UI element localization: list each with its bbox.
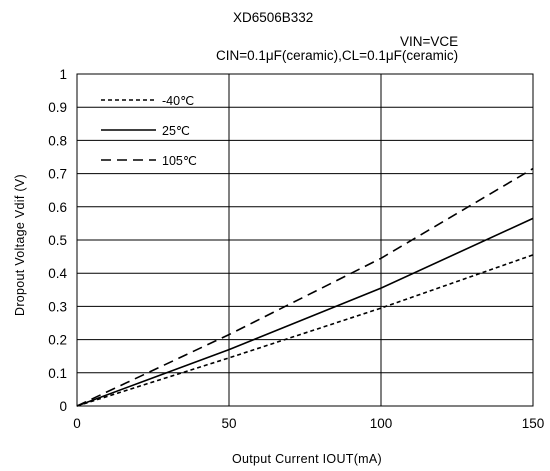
y-tick-label: 0.7 — [48, 167, 67, 182]
legend-label-2: 105℃ — [162, 154, 197, 168]
plot-frame — [76, 73, 534, 407]
legend: -40℃ 25℃ 105℃ — [101, 94, 197, 168]
y-tick-label: 0.4 — [48, 266, 67, 281]
y-tick-label: 1 — [59, 67, 67, 82]
tick-labels: 0 0.1 0.2 0.3 0.4 0.5 0.6 0.7 0.8 0.9 1 0 50 100 150 — [48, 67, 544, 431]
y-tick-label: 0 — [59, 399, 67, 414]
x-tick-label: 100 — [370, 416, 393, 431]
y-tick-label: 0.2 — [48, 333, 67, 348]
x-tick-label: 150 — [522, 416, 545, 431]
series-lines — [76, 167, 534, 407]
series-line-0 — [76, 254, 534, 407]
y-tick-label: 0.3 — [48, 299, 67, 314]
y-tick-label: 0.6 — [48, 200, 67, 215]
condition-capacitors: CIN=0.1μF(ceramic),CL=0.1μF(ceramic) — [216, 48, 459, 63]
x-axis-label: Output Current IOUT(mA) — [232, 452, 382, 466]
x-tick-label: 50 — [221, 416, 236, 431]
chart-title: XD6506B332 — [233, 10, 314, 25]
series-line-1 — [76, 217, 534, 407]
y-tick-label: 0.9 — [48, 100, 67, 115]
y-tick-label: 0.8 — [48, 133, 67, 148]
series-line-2 — [76, 167, 534, 407]
x-tick-label: 0 — [73, 416, 81, 431]
y-tick-label: 0.5 — [48, 233, 67, 248]
y-tick-label: 0.1 — [48, 366, 67, 381]
grid — [77, 74, 533, 406]
legend-label-0: -40℃ — [162, 94, 194, 108]
legend-label-1: 25℃ — [162, 124, 190, 138]
condition-vin: VIN=VCE — [400, 34, 459, 49]
